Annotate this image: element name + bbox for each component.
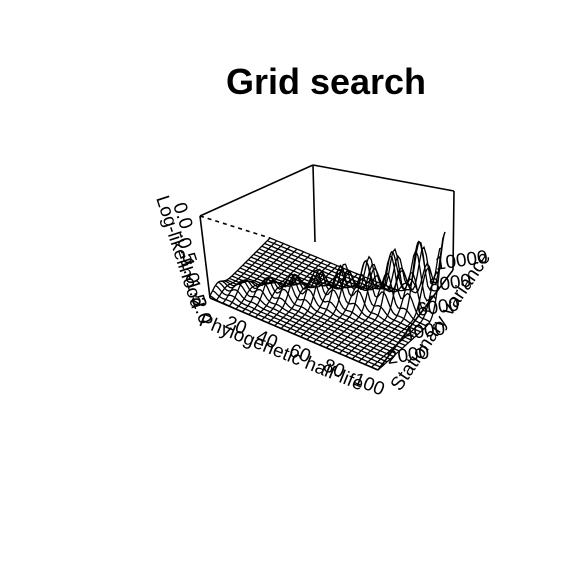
box-edge bbox=[312, 164, 316, 243]
surface-line-y bbox=[351, 278, 419, 360]
surface-line-y bbox=[338, 251, 405, 354]
box-edge bbox=[452, 190, 455, 271]
surface-line-y bbox=[287, 270, 352, 332]
surface-line-y bbox=[364, 268, 433, 365]
surface-line-y bbox=[209, 237, 271, 297]
surface-line-y bbox=[274, 265, 338, 327]
surface-line-y bbox=[319, 260, 385, 346]
surface-line-y bbox=[312, 281, 379, 343]
surface-line-y bbox=[261, 259, 325, 321]
surface-line-y bbox=[325, 267, 392, 349]
surface-line-y bbox=[345, 267, 412, 357]
box-edge bbox=[199, 215, 211, 299]
surface-line-y bbox=[215, 240, 278, 301]
y-axis-ticks: 2000 4000 6000 8000 10000 bbox=[386, 247, 489, 369]
x-axis-line bbox=[209, 297, 379, 371]
box-edge-hidden bbox=[199, 215, 271, 239]
chart-title: Grid search bbox=[226, 61, 426, 102]
surface-line-y bbox=[222, 243, 284, 304]
surface-line-y bbox=[280, 268, 345, 329]
surface-line-y bbox=[254, 256, 318, 318]
box-edge bbox=[312, 164, 455, 192]
surface-line-y bbox=[235, 248, 298, 310]
surface-line-y bbox=[228, 245, 291, 307]
surface-line-y bbox=[332, 283, 399, 352]
plot-box bbox=[199, 164, 455, 299]
axes bbox=[209, 269, 454, 371]
surface-line-y bbox=[241, 251, 305, 313]
surface-line-y bbox=[300, 268, 365, 338]
surface-line-y bbox=[358, 240, 426, 363]
surface-line-y bbox=[371, 271, 439, 368]
surface-line-y bbox=[248, 254, 311, 316]
surface-line-y bbox=[377, 231, 446, 371]
box-edge bbox=[199, 164, 314, 217]
y-axis-line bbox=[377, 269, 454, 371]
